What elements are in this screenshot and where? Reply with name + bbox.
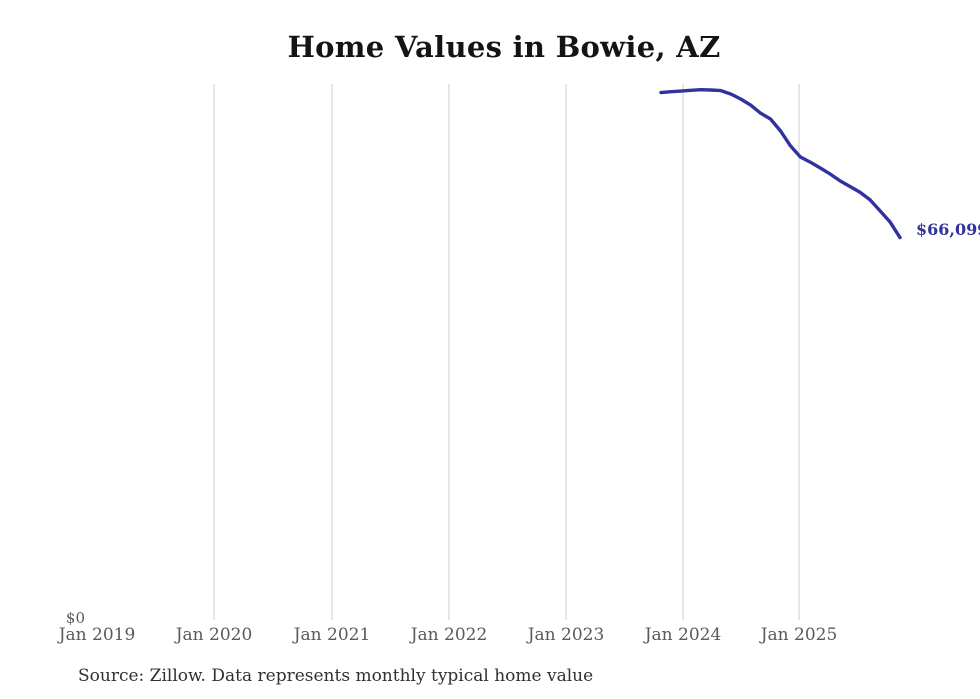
x-tick-label: Jan 2023 (527, 625, 605, 645)
x-tick-label: Jan 2022 (410, 625, 488, 645)
x-tick-label: Jan 2020 (175, 625, 253, 645)
source-note: Source: Zillow. Data represents monthly … (78, 666, 594, 686)
series-end-value-label: $66,099 (916, 220, 980, 239)
chart-title: Home Values in Bowie, AZ (287, 30, 721, 64)
x-tick-label: Jan 2021 (293, 625, 371, 645)
x-tick-label: Jan 2024 (644, 625, 722, 645)
home-values-line-series (659, 87, 902, 240)
x-tick-label: Jan 2025 (760, 625, 838, 645)
x-tick-label: Jan 2019 (58, 625, 136, 645)
y-tick-label-zero: $0 (65, 609, 85, 627)
